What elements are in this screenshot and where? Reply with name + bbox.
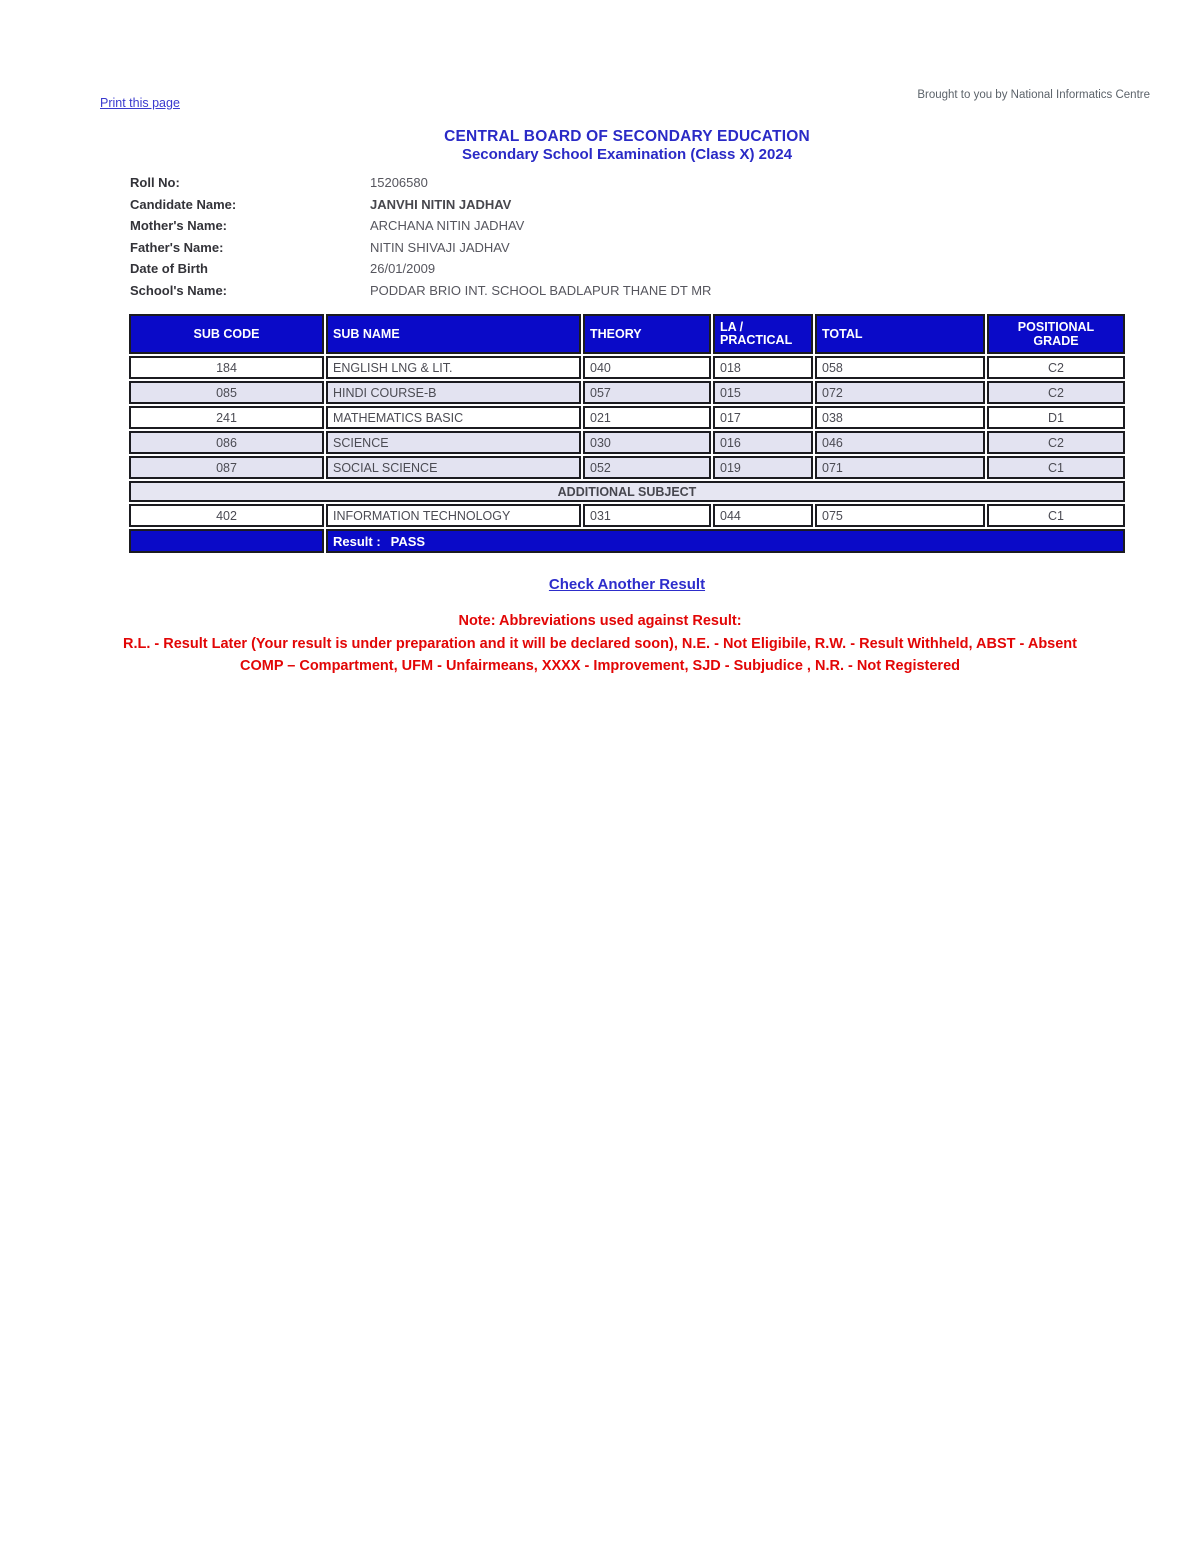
table-row-hindi: 085 HINDI COURSE-B 057 015 072 C2 <box>129 381 1125 404</box>
cell-theory: 040 <box>583 356 711 379</box>
detail-row-roll-no: Roll No: 15206580 <box>130 172 711 194</box>
result-cell: Result : PASS <box>326 529 1125 553</box>
detail-row-school-name: School's Name: PODDAR BRIO INT. SCHOOL B… <box>130 280 711 302</box>
col-header-positional-grade: POSITIONAL GRADE <box>987 314 1125 354</box>
table-row-mathematics: 241 MATHEMATICS BASIC 021 017 038 D1 <box>129 406 1125 429</box>
detail-row-candidate-name: Candidate Name: JANVHI NITIN JADHAV <box>130 194 711 216</box>
additional-subject-divider-row: ADDITIONAL SUBJECT <box>129 481 1125 502</box>
board-title: CENTRAL BOARD OF SECONDARY EDUCATION <box>444 128 810 145</box>
col-header-theory: THEORY <box>583 314 711 354</box>
cell-theory: 052 <box>583 456 711 479</box>
cell-theory: 030 <box>583 431 711 454</box>
cell-sub-name: SOCIAL SCIENCE <box>326 456 581 479</box>
cell-sub-name: MATHEMATICS BASIC <box>326 406 581 429</box>
cell-practical: 017 <box>713 406 813 429</box>
cell-practical: 018 <box>713 356 813 379</box>
table-row-social-science: 087 SOCIAL SCIENCE 052 019 071 C1 <box>129 456 1125 479</box>
cell-theory: 057 <box>583 381 711 404</box>
cell-total: 038 <box>815 406 985 429</box>
cell-grade: C2 <box>987 356 1125 379</box>
cell-sub-name: INFORMATION TECHNOLOGY <box>326 504 581 527</box>
candidate-name-value: JANVHI NITIN JADHAV <box>370 196 512 212</box>
cell-grade: D1 <box>987 406 1125 429</box>
results-table-header-row: SUB CODE SUB NAME THEORY LA / PRACTICAL … <box>129 314 1125 354</box>
cell-grade: C2 <box>987 381 1125 404</box>
result-row-empty-cell <box>129 529 324 553</box>
cell-sub-name: SCIENCE <box>326 431 581 454</box>
result-row: Result : PASS <box>129 529 1125 553</box>
candidate-details: Roll No: 15206580 Candidate Name: JANVHI… <box>130 172 711 301</box>
table-row-information-technology: 402 INFORMATION TECHNOLOGY 031 044 075 C… <box>129 504 1125 527</box>
detail-row-date-of-birth: Date of Birth 26/01/2009 <box>130 258 711 280</box>
exam-title: Secondary School Examination (Class X) 2… <box>461 146 793 163</box>
cell-sub-code: 087 <box>129 456 324 479</box>
cell-total: 071 <box>815 456 985 479</box>
cell-grade: C2 <box>987 431 1125 454</box>
note-line-2: R.L. - Result Later (Your result is unde… <box>123 635 1077 652</box>
note-heading: Note: Abbreviations used against Result: <box>458 613 742 629</box>
roll-no-value: 15206580 <box>370 175 428 191</box>
cell-sub-code: 241 <box>129 406 324 429</box>
cell-total: 072 <box>815 381 985 404</box>
col-header-total: TOTAL <box>815 314 985 354</box>
cell-practical: 019 <box>713 456 813 479</box>
check-another-result-wrap: Check Another Result <box>127 576 1127 594</box>
cell-sub-code: 085 <box>129 381 324 404</box>
table-row-science: 086 SCIENCE 030 016 046 C2 <box>129 431 1125 454</box>
mother-name-label: Mother's Name: <box>130 218 227 234</box>
detail-row-mother-name: Mother's Name: ARCHANA NITIN JADHAV <box>130 215 711 237</box>
cell-practical: 044 <box>713 504 813 527</box>
col-header-sub-name: SUB NAME <box>326 314 581 354</box>
cell-practical: 015 <box>713 381 813 404</box>
detail-row-father-name: Father's Name: NITIN SHIVAJI JADHAV <box>130 237 711 259</box>
cell-total: 058 <box>815 356 985 379</box>
roll-no-label: Roll No: <box>130 175 180 191</box>
cell-sub-name: HINDI COURSE-B <box>326 381 581 404</box>
father-name-label: Father's Name: <box>130 239 224 255</box>
date-of-birth-label: Date of Birth <box>130 261 208 277</box>
results-table: SUB CODE SUB NAME THEORY LA / PRACTICAL … <box>127 312 1127 555</box>
cell-grade: C1 <box>987 456 1125 479</box>
check-another-result-link[interactable]: Check Another Result <box>548 576 706 593</box>
result-status-value: PASS <box>390 533 426 549</box>
cell-sub-name: ENGLISH LNG & LIT. <box>326 356 581 379</box>
print-page-link[interactable]: Print this page <box>100 96 180 110</box>
father-name-value: NITIN SHIVAJI JADHAV <box>370 239 510 255</box>
col-header-la-practical: LA / PRACTICAL <box>713 314 813 354</box>
cell-theory: 031 <box>583 504 711 527</box>
cell-grade: C1 <box>987 504 1125 527</box>
school-name-label: School's Name: <box>130 282 228 298</box>
date-of-birth-value: 26/01/2009 <box>370 261 436 277</box>
note-line-3: COMP – Compartment, UFM - Unfairmeans, X… <box>239 658 960 674</box>
candidate-name-label: Candidate Name: <box>130 196 237 212</box>
attribution-text: Brought to you by National Informatics C… <box>917 89 1150 101</box>
cell-sub-code: 402 <box>129 504 324 527</box>
cell-practical: 016 <box>713 431 813 454</box>
result-label: Result : <box>333 533 381 549</box>
col-header-sub-code: SUB CODE <box>129 314 324 354</box>
cell-total: 046 <box>815 431 985 454</box>
mother-name-value: ARCHANA NITIN JADHAV <box>370 218 525 234</box>
school-name-value: PODDAR BRIO INT. SCHOOL BADLAPUR THANE D… <box>370 282 712 298</box>
cell-total: 075 <box>815 504 985 527</box>
abbreviations-note: Note: Abbreviations used against Result:… <box>0 610 1200 678</box>
cell-sub-code: 086 <box>129 431 324 454</box>
additional-subject-label: ADDITIONAL SUBJECT <box>129 481 1125 502</box>
page-title: CENTRAL BOARD OF SECONDARY EDUCATION Sec… <box>127 128 1127 163</box>
table-row-english: 184 ENGLISH LNG & LIT. 040 018 058 C2 <box>129 356 1125 379</box>
cell-sub-code: 184 <box>129 356 324 379</box>
cell-theory: 021 <box>583 406 711 429</box>
